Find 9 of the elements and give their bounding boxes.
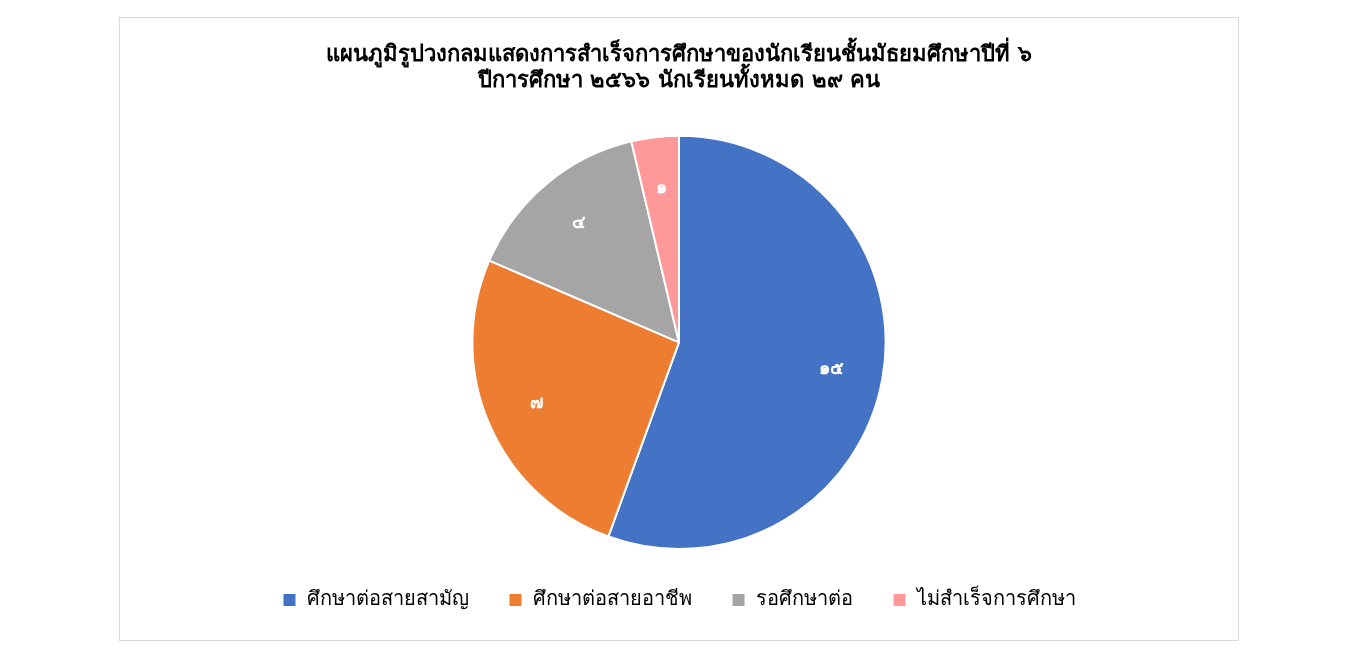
data-label: ๗ xyxy=(529,391,544,413)
chart-title: แผนภูมิรูปวงกลมแสดงการสำเร็จการศึกษาของนักเรียนชั้นมัธยมศึกษาปีที่ ๖ ปีการศึกษา ๒๕๖๖ นักเรียนทั้งหมด ๒๙ คน xyxy=(326,36,1032,93)
legend-label: รอศึกษาต่อ xyxy=(755,586,853,611)
data-label: ๑๕ xyxy=(819,356,845,378)
legend-label: ศึกษาต่อสายสามัญ xyxy=(306,586,469,611)
data-label: ๑ xyxy=(655,176,667,198)
legend-label: ไม่สำเร็จการศึกษา xyxy=(914,585,1076,611)
legend-label: ศึกษาต่อสายอาชีพ xyxy=(532,586,692,611)
data-label: ๔ xyxy=(572,211,587,233)
